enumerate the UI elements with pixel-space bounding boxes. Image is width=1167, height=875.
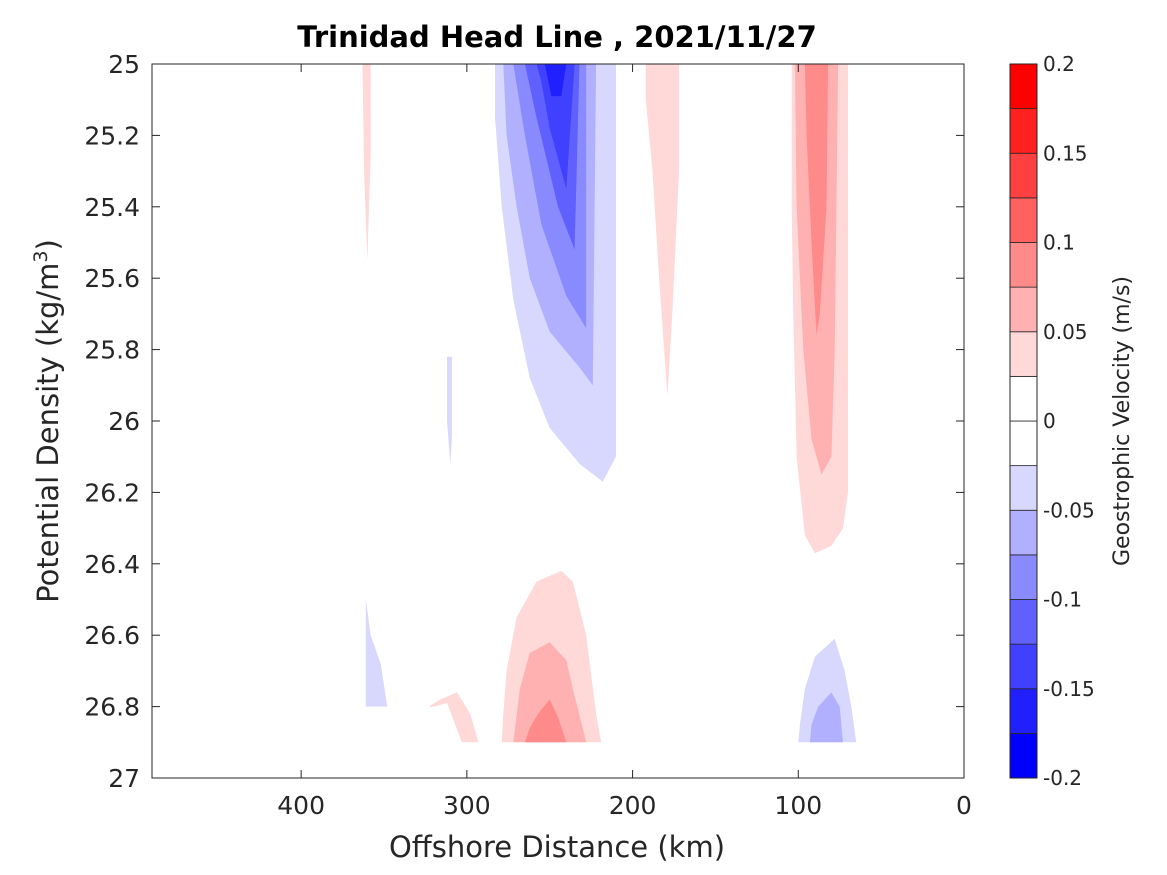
colorbar-tick-label: 0.15	[1043, 141, 1088, 165]
colorbar-level-block	[1009, 375, 1038, 422]
colorbar-tick-label: -0.2	[1043, 766, 1082, 790]
colorbar-level-block	[1009, 331, 1038, 377]
y-tick-label: 25.8	[84, 336, 140, 365]
contour-region-blue-patch-355km	[365, 599, 388, 707]
x-tick-label: 400	[277, 791, 325, 820]
colorbar-level-block	[1009, 643, 1038, 690]
colorbar-label: Geostrophic Velocity (m/s)	[1110, 276, 1135, 566]
colorbar-level-block	[1009, 509, 1038, 556]
x-tick-label: 200	[609, 791, 657, 820]
colorbar-tick-label: 0	[1043, 409, 1056, 433]
colorbar-level-block	[1009, 732, 1038, 779]
contour-region-blue-sliver-310km	[447, 356, 452, 464]
contour-region-red-core-90km-l3	[804, 64, 829, 336]
contour-region-red-bulge-250km-l2	[513, 642, 587, 743]
colorbar-level-block	[1009, 554, 1038, 600]
x-axis-ticks: 400 300 200 100 0	[277, 64, 972, 820]
colorbar-tick-label: 0.05	[1043, 320, 1088, 344]
y-tick-label: 25.4	[84, 193, 140, 222]
colorbar-tick-label: -0.1	[1043, 588, 1082, 612]
colorbar-level-block	[1009, 465, 1038, 511]
x-axis-label: Offshore Distance (km)	[389, 830, 725, 864]
y-tick-label: 25.2	[84, 121, 140, 150]
contour-regions	[362, 64, 857, 743]
colorbar-level-block	[1009, 197, 1038, 243]
x-tick-label: 0	[956, 791, 972, 820]
contour-region-red-streak-180km	[645, 64, 679, 396]
y-tick-label: 26.6	[84, 621, 140, 650]
contour-region-blue-patch-85km-l1	[798, 638, 857, 743]
colorbar-ticks: -0.2 -0.15 -0.1 -0.05 0 0.05 0.1 0.15 0.2	[1043, 52, 1095, 790]
contour-region-red-small-310km	[428, 692, 479, 743]
y-axis-label-main: Potential Density (kg/m	[31, 263, 65, 603]
colorbar-level-block	[1009, 688, 1038, 734]
colorbar-level-block	[1009, 63, 1038, 110]
y-tick-label: 27	[108, 764, 140, 793]
y-axis-label-superscript: 3	[30, 250, 52, 262]
plot-area: 400 300 200 100 0 25 25.2 25.4 25.6 25.8 26 26.2 26…	[84, 50, 972, 820]
y-tick-label: 26.2	[84, 478, 140, 507]
colorbar-tick-label: 0.2	[1043, 52, 1075, 76]
y-axis-label: Potential Density (kg/m3)	[30, 239, 65, 603]
contour-region-blue-core-250km-l5	[536, 64, 575, 189]
y-axis-ticks: 25 25.2 25.4 25.6 25.8 26 26.2 26.4 26.6 26.8 27	[84, 50, 964, 793]
contour-region-red-sliver-360km	[362, 64, 371, 261]
y-tick-label: 26	[108, 407, 140, 436]
colorbar-tick-label: -0.15	[1043, 677, 1095, 701]
chart-title: Trinidad Head Line , 2021/11/27	[297, 20, 817, 54]
colorbar-level-block	[1009, 108, 1038, 154]
y-tick-label: 26.4	[84, 550, 140, 579]
colorbar-tick-label: 0.1	[1043, 231, 1075, 255]
colorbar-frame	[1009, 63, 1038, 779]
colorbar-level-block	[1009, 152, 1038, 199]
y-axis-label-suffix: )	[31, 239, 65, 250]
colorbar-blocks	[1009, 63, 1038, 779]
y-tick-label: 26.8	[84, 693, 140, 722]
colorbar-level-block	[1009, 286, 1038, 333]
y-tick-label: 25	[108, 50, 140, 79]
colorbar-level-block	[1009, 242, 1038, 288]
contour-region-red-bulge-250km-l3	[524, 699, 567, 743]
colorbar-level-block	[1009, 420, 1038, 467]
contour-region-blue-core-250km-l6	[544, 64, 567, 97]
colorbar: -0.2 -0.15 -0.1 -0.05 0 0.05 0.1 0.15 0.2	[1009, 52, 1095, 790]
contour-region-blue-patch-85km-l2	[809, 692, 843, 743]
y-tick-label: 25.6	[84, 264, 140, 293]
x-tick-label: 100	[774, 791, 822, 820]
colorbar-level-block	[1009, 599, 1038, 645]
x-tick-label: 300	[443, 791, 491, 820]
colorbar-tick-label: -0.05	[1043, 498, 1095, 522]
